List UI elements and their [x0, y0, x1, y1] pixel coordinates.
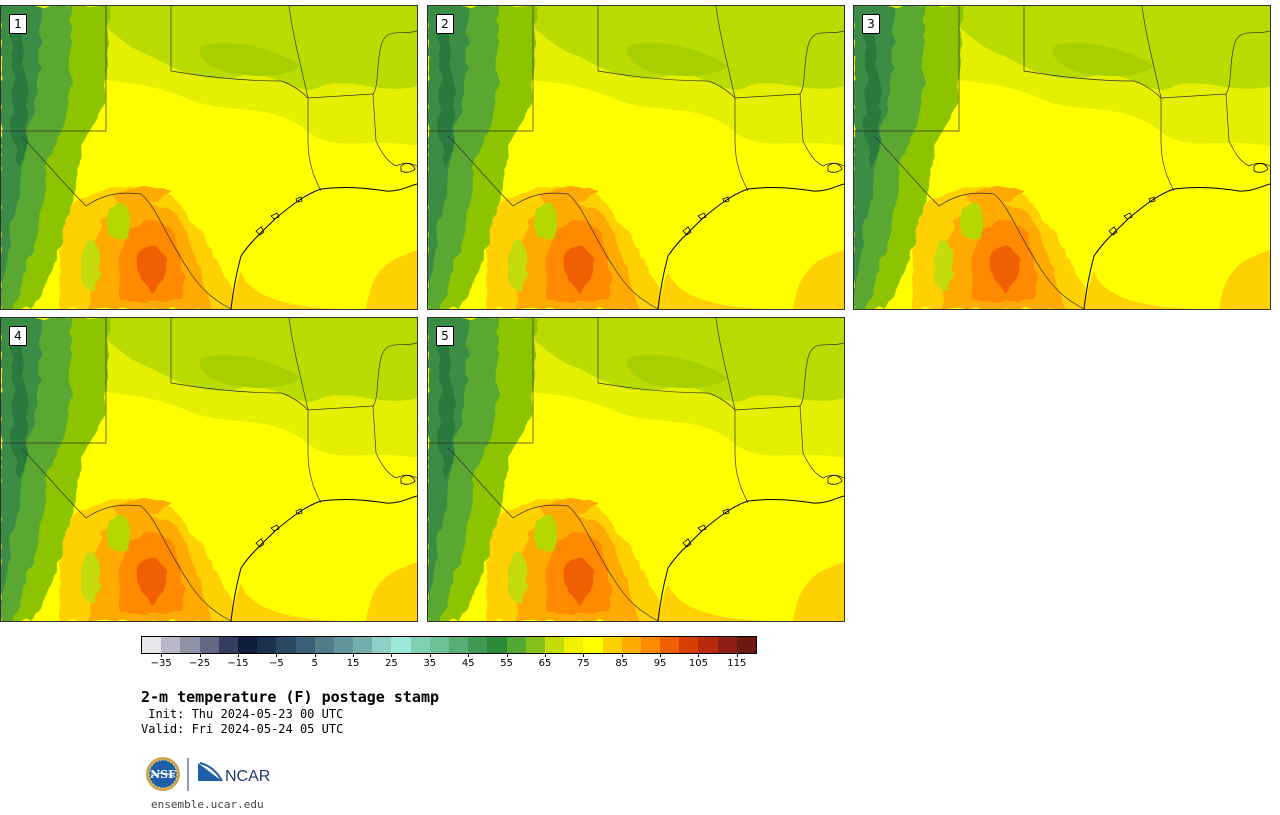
- colorbar-tick-label: 65: [538, 658, 552, 669]
- colorbar-tick-label: 35: [423, 658, 437, 669]
- colorbar-tick: [237, 653, 239, 657]
- colorbar-segment: [544, 637, 565, 653]
- colorbar-tick-label: 45: [461, 658, 475, 669]
- map-panel-2: 2: [427, 5, 845, 310]
- colorbar-segment: [314, 637, 334, 653]
- colorbar-segment: [333, 637, 354, 653]
- colorbar-tick-label: 25: [385, 658, 398, 669]
- colorbar-segment: [237, 637, 258, 653]
- colorbar-segment: [257, 637, 277, 653]
- colorbar-segment: [218, 637, 238, 653]
- colorbar-segment: [180, 637, 200, 653]
- colorbar-tick-label: −25: [189, 658, 211, 669]
- map-texas-region: [1, 318, 417, 621]
- colorbar-segment: [660, 637, 680, 653]
- colorbar-tick: [506, 653, 508, 657]
- colorbar-tick: [314, 653, 316, 657]
- panel-label-1: 1: [9, 14, 27, 34]
- panel-label-5: 5: [436, 326, 454, 346]
- colorbar-segment: [295, 637, 315, 653]
- colorbar-segment: [199, 637, 219, 653]
- colorbar-segment: [506, 637, 526, 653]
- map-panel-1: 1: [0, 5, 418, 310]
- website-url: ensemble.ucar.edu: [151, 798, 264, 811]
- colorbar-tick-label: 85: [615, 658, 629, 669]
- map-texas-region: [428, 6, 844, 309]
- nsf-logo-text: NSF: [150, 768, 176, 781]
- panel-label-3: 3: [862, 14, 880, 34]
- colorbar-tick-label: −15: [227, 658, 249, 669]
- colorbar-tick: [276, 653, 278, 657]
- colorbar-segment: [640, 637, 661, 653]
- colorbar-segment: [717, 637, 737, 653]
- panel-label-2: 2: [436, 14, 454, 34]
- valid-time: Valid: Fri 2024-05-24 05 UTC: [141, 722, 344, 736]
- colorbar-segment: [602, 637, 622, 653]
- colorbar-segment: [487, 637, 507, 653]
- temperature-colorbar: −35 −25 −15 −5 5 15 25 35 45 55 65 75 85 95 105 115: [141, 636, 757, 676]
- colorbar-tick: [583, 653, 585, 657]
- map-panel-3: 3: [853, 5, 1271, 310]
- colorbar-tick: [199, 653, 201, 657]
- colorbar-segment: [429, 637, 449, 653]
- colorbar-tick: [429, 653, 431, 657]
- init-time: Init: Thu 2024-05-23 00 UTC: [141, 707, 344, 721]
- colorbar-segment: [142, 637, 162, 653]
- colorbar-tick: [353, 653, 355, 657]
- map-panel-4: 4: [0, 317, 418, 622]
- colorbar-tick-label: −35: [150, 658, 172, 669]
- colorbar-segment: [621, 637, 641, 653]
- colorbar-segment: [391, 637, 411, 653]
- colorbar-tick-label: 95: [653, 658, 667, 669]
- map-texas-region: [854, 6, 1270, 309]
- colorbar-tick: [544, 653, 546, 657]
- logos: NSF NCAR: [144, 755, 284, 795]
- colorbar-segment: [698, 637, 718, 653]
- colorbar-scale: [141, 636, 757, 654]
- colorbar-tick-label: 105: [688, 658, 708, 669]
- nsf-logo: NSF: [146, 757, 180, 791]
- colorbar-tick: [391, 653, 393, 657]
- colorbar-segment: [583, 637, 603, 653]
- colorbar-segment: [525, 637, 545, 653]
- colorbar-segment: [161, 637, 181, 653]
- colorbar-tick: [698, 653, 700, 657]
- map-texas-region: [1, 6, 417, 309]
- colorbar-segment: [353, 637, 373, 653]
- colorbar-segment: [276, 637, 296, 653]
- colorbar-tick-label: 75: [576, 658, 590, 669]
- colorbar-tick-label: 15: [346, 658, 360, 669]
- colorbar-tick-label: 5: [311, 658, 318, 669]
- colorbar-segment: [410, 637, 430, 653]
- map-texas-region: [428, 318, 844, 621]
- colorbar-tick: [660, 653, 662, 657]
- colorbar-segment: [449, 637, 469, 653]
- colorbar-segment: [736, 637, 756, 653]
- colorbar-tick: [736, 653, 738, 657]
- colorbar-tick-label: −5: [268, 658, 284, 669]
- colorbar-ticks: −35 −25 −15 −5 5 15 25 35 45 55 65 75 85 95 105 115: [141, 653, 757, 673]
- colorbar-segment: [372, 637, 392, 653]
- colorbar-tick-label: 115: [727, 658, 747, 669]
- colorbar-segment: [468, 637, 488, 653]
- chart-title: 2-m temperature (F) postage stamp: [141, 688, 440, 706]
- colorbar-tick: [161, 653, 163, 657]
- colorbar-segment: [564, 637, 584, 653]
- panel-label-4: 4: [9, 326, 27, 346]
- colorbar-segment: [679, 637, 699, 653]
- colorbar-tick: [468, 653, 470, 657]
- ncar-logo-text: NCAR: [225, 768, 270, 785]
- colorbar-tick: [621, 653, 623, 657]
- ncar-logo: NCAR: [198, 762, 270, 785]
- map-panel-5: 5: [427, 317, 845, 622]
- colorbar-tick-label: 55: [500, 658, 513, 669]
